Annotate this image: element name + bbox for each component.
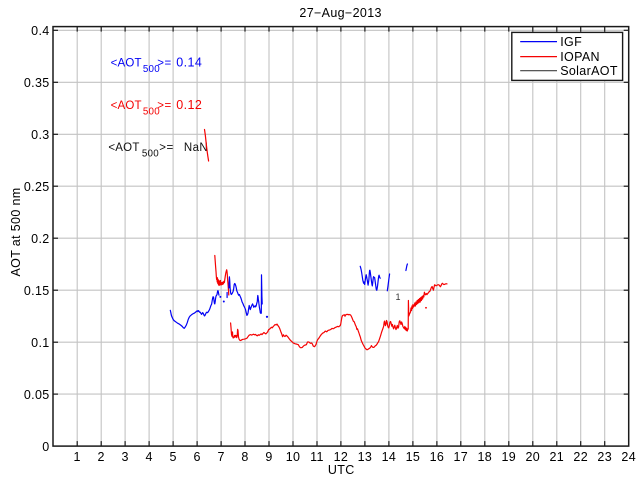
svg-text:8: 8 <box>241 450 248 464</box>
svg-text:14: 14 <box>382 450 397 464</box>
svg-text:<AOT500>=NaN: <AOT 500>= NaN <box>108 142 208 159</box>
svg-text:0.35: 0.35 <box>24 76 50 90</box>
svg-text:16: 16 <box>430 450 445 464</box>
svg-text:3: 3 <box>121 450 128 464</box>
svg-text:27−Aug−2013: 27−Aug−2013 <box>299 6 381 20</box>
svg-text:IGF: IGF <box>560 35 582 49</box>
svg-text:23: 23 <box>597 450 612 464</box>
svg-text:12: 12 <box>334 450 349 464</box>
svg-text:1: 1 <box>74 450 81 464</box>
svg-text:UTC: UTC <box>328 463 355 477</box>
svg-text:1: 1 <box>396 292 401 302</box>
svg-text:5: 5 <box>169 450 176 464</box>
svg-text:20: 20 <box>525 450 540 464</box>
svg-text:2: 2 <box>98 450 105 464</box>
svg-text:6: 6 <box>193 450 200 464</box>
svg-text:<AOT500>=0.12: <AOT500>= 0.12 <box>111 98 203 117</box>
svg-text:0.1: 0.1 <box>31 336 49 350</box>
svg-text:18: 18 <box>477 450 492 464</box>
svg-text:11: 11 <box>310 450 324 464</box>
svg-text:21: 21 <box>549 450 564 464</box>
svg-text:9: 9 <box>265 450 272 464</box>
svg-text:0.2: 0.2 <box>31 232 49 246</box>
svg-text:0.4: 0.4 <box>31 24 49 38</box>
svg-text:4: 4 <box>145 450 152 464</box>
svg-text:10: 10 <box>286 450 301 464</box>
svg-text:19: 19 <box>501 450 516 464</box>
svg-text:SolarAOT: SolarAOT <box>560 64 618 78</box>
svg-text:7: 7 <box>217 450 224 464</box>
svg-text:AOT at 500 nm: AOT at 500 nm <box>9 187 23 276</box>
svg-text:IOPAN: IOPAN <box>560 50 600 64</box>
svg-text:15: 15 <box>406 450 421 464</box>
svg-text:0: 0 <box>42 440 49 454</box>
svg-text:13: 13 <box>358 450 373 464</box>
svg-text:0.15: 0.15 <box>24 284 50 298</box>
svg-text:24: 24 <box>621 450 636 464</box>
svg-text:<AOT500>=0.14: <AOT500>= 0.14 <box>111 56 203 75</box>
svg-text:0.25: 0.25 <box>24 180 50 194</box>
svg-text:0.05: 0.05 <box>24 388 50 402</box>
svg-text:17: 17 <box>453 450 468 464</box>
svg-text:0.3: 0.3 <box>31 128 49 142</box>
svg-text:22: 22 <box>573 450 588 464</box>
